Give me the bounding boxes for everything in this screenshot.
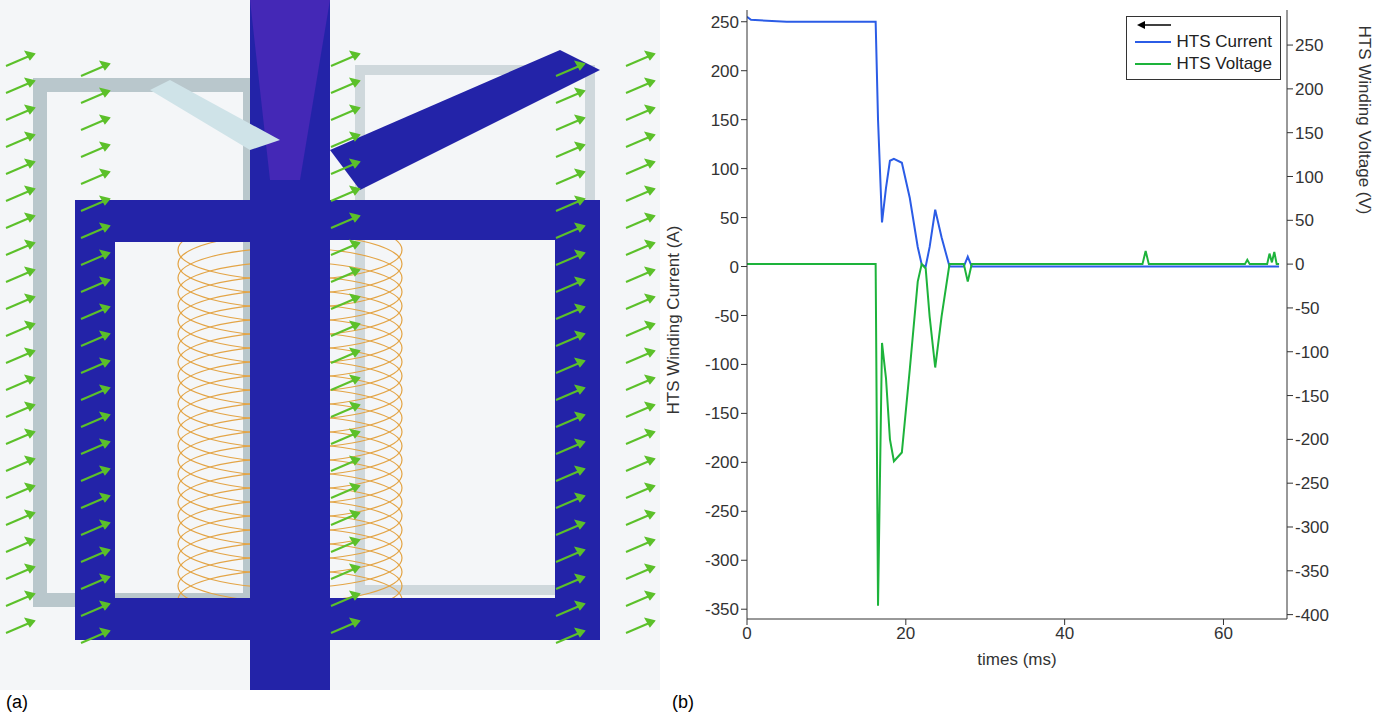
svg-text:150: 150 [1295,124,1323,143]
svg-text:-350: -350 [1295,562,1329,581]
svg-text:-100: -100 [1295,343,1329,362]
svg-text:20: 20 [896,624,915,643]
svg-text:-250: -250 [705,502,739,521]
svg-text:50: 50 [720,209,739,228]
svg-text:60: 60 [1214,624,1233,643]
svg-text:0: 0 [742,624,751,643]
svg-text:250: 250 [1295,36,1323,55]
svg-text:-50: -50 [1295,299,1320,318]
svg-text:-150: -150 [1295,387,1329,406]
svg-text:-400: -400 [1295,606,1329,625]
svg-text:-150: -150 [705,404,739,423]
svg-text:-300: -300 [1295,518,1329,537]
svg-text:40: 40 [1055,624,1074,643]
svg-text:0: 0 [730,258,739,277]
svg-text:100: 100 [1295,168,1323,187]
svg-text:50: 50 [1295,211,1314,230]
svg-text:-200: -200 [1295,430,1329,449]
svg-text:250: 250 [711,13,739,32]
svg-text:-50: -50 [714,307,739,326]
svg-text:200: 200 [1295,80,1323,99]
svg-text:0: 0 [1295,255,1304,274]
svg-text:-350: -350 [705,600,739,619]
svg-text:HTS Winding Current (A): HTS Winding Current (A) [665,226,683,415]
svg-text:150: 150 [711,111,739,130]
html-text:HTS Current: HTS Current [1176,32,1272,51]
html-text:HTS Voltage: HTS Voltage [1176,54,1272,73]
html-text:(b): (b) [672,692,694,712]
svg-text:-250: -250 [1295,474,1329,493]
svg-text:times (ms): times (ms) [977,650,1056,669]
svg-text:-100: -100 [705,355,739,374]
svg-text:100: 100 [711,160,739,179]
svg-text:-300: -300 [705,551,739,570]
svg-text:-200: -200 [705,453,739,472]
html-text:(a): (a) [6,692,28,712]
svg-text:HTS Winding Voltage (V): HTS Winding Voltage (V) [1355,26,1374,215]
svg-text:200: 200 [711,62,739,81]
